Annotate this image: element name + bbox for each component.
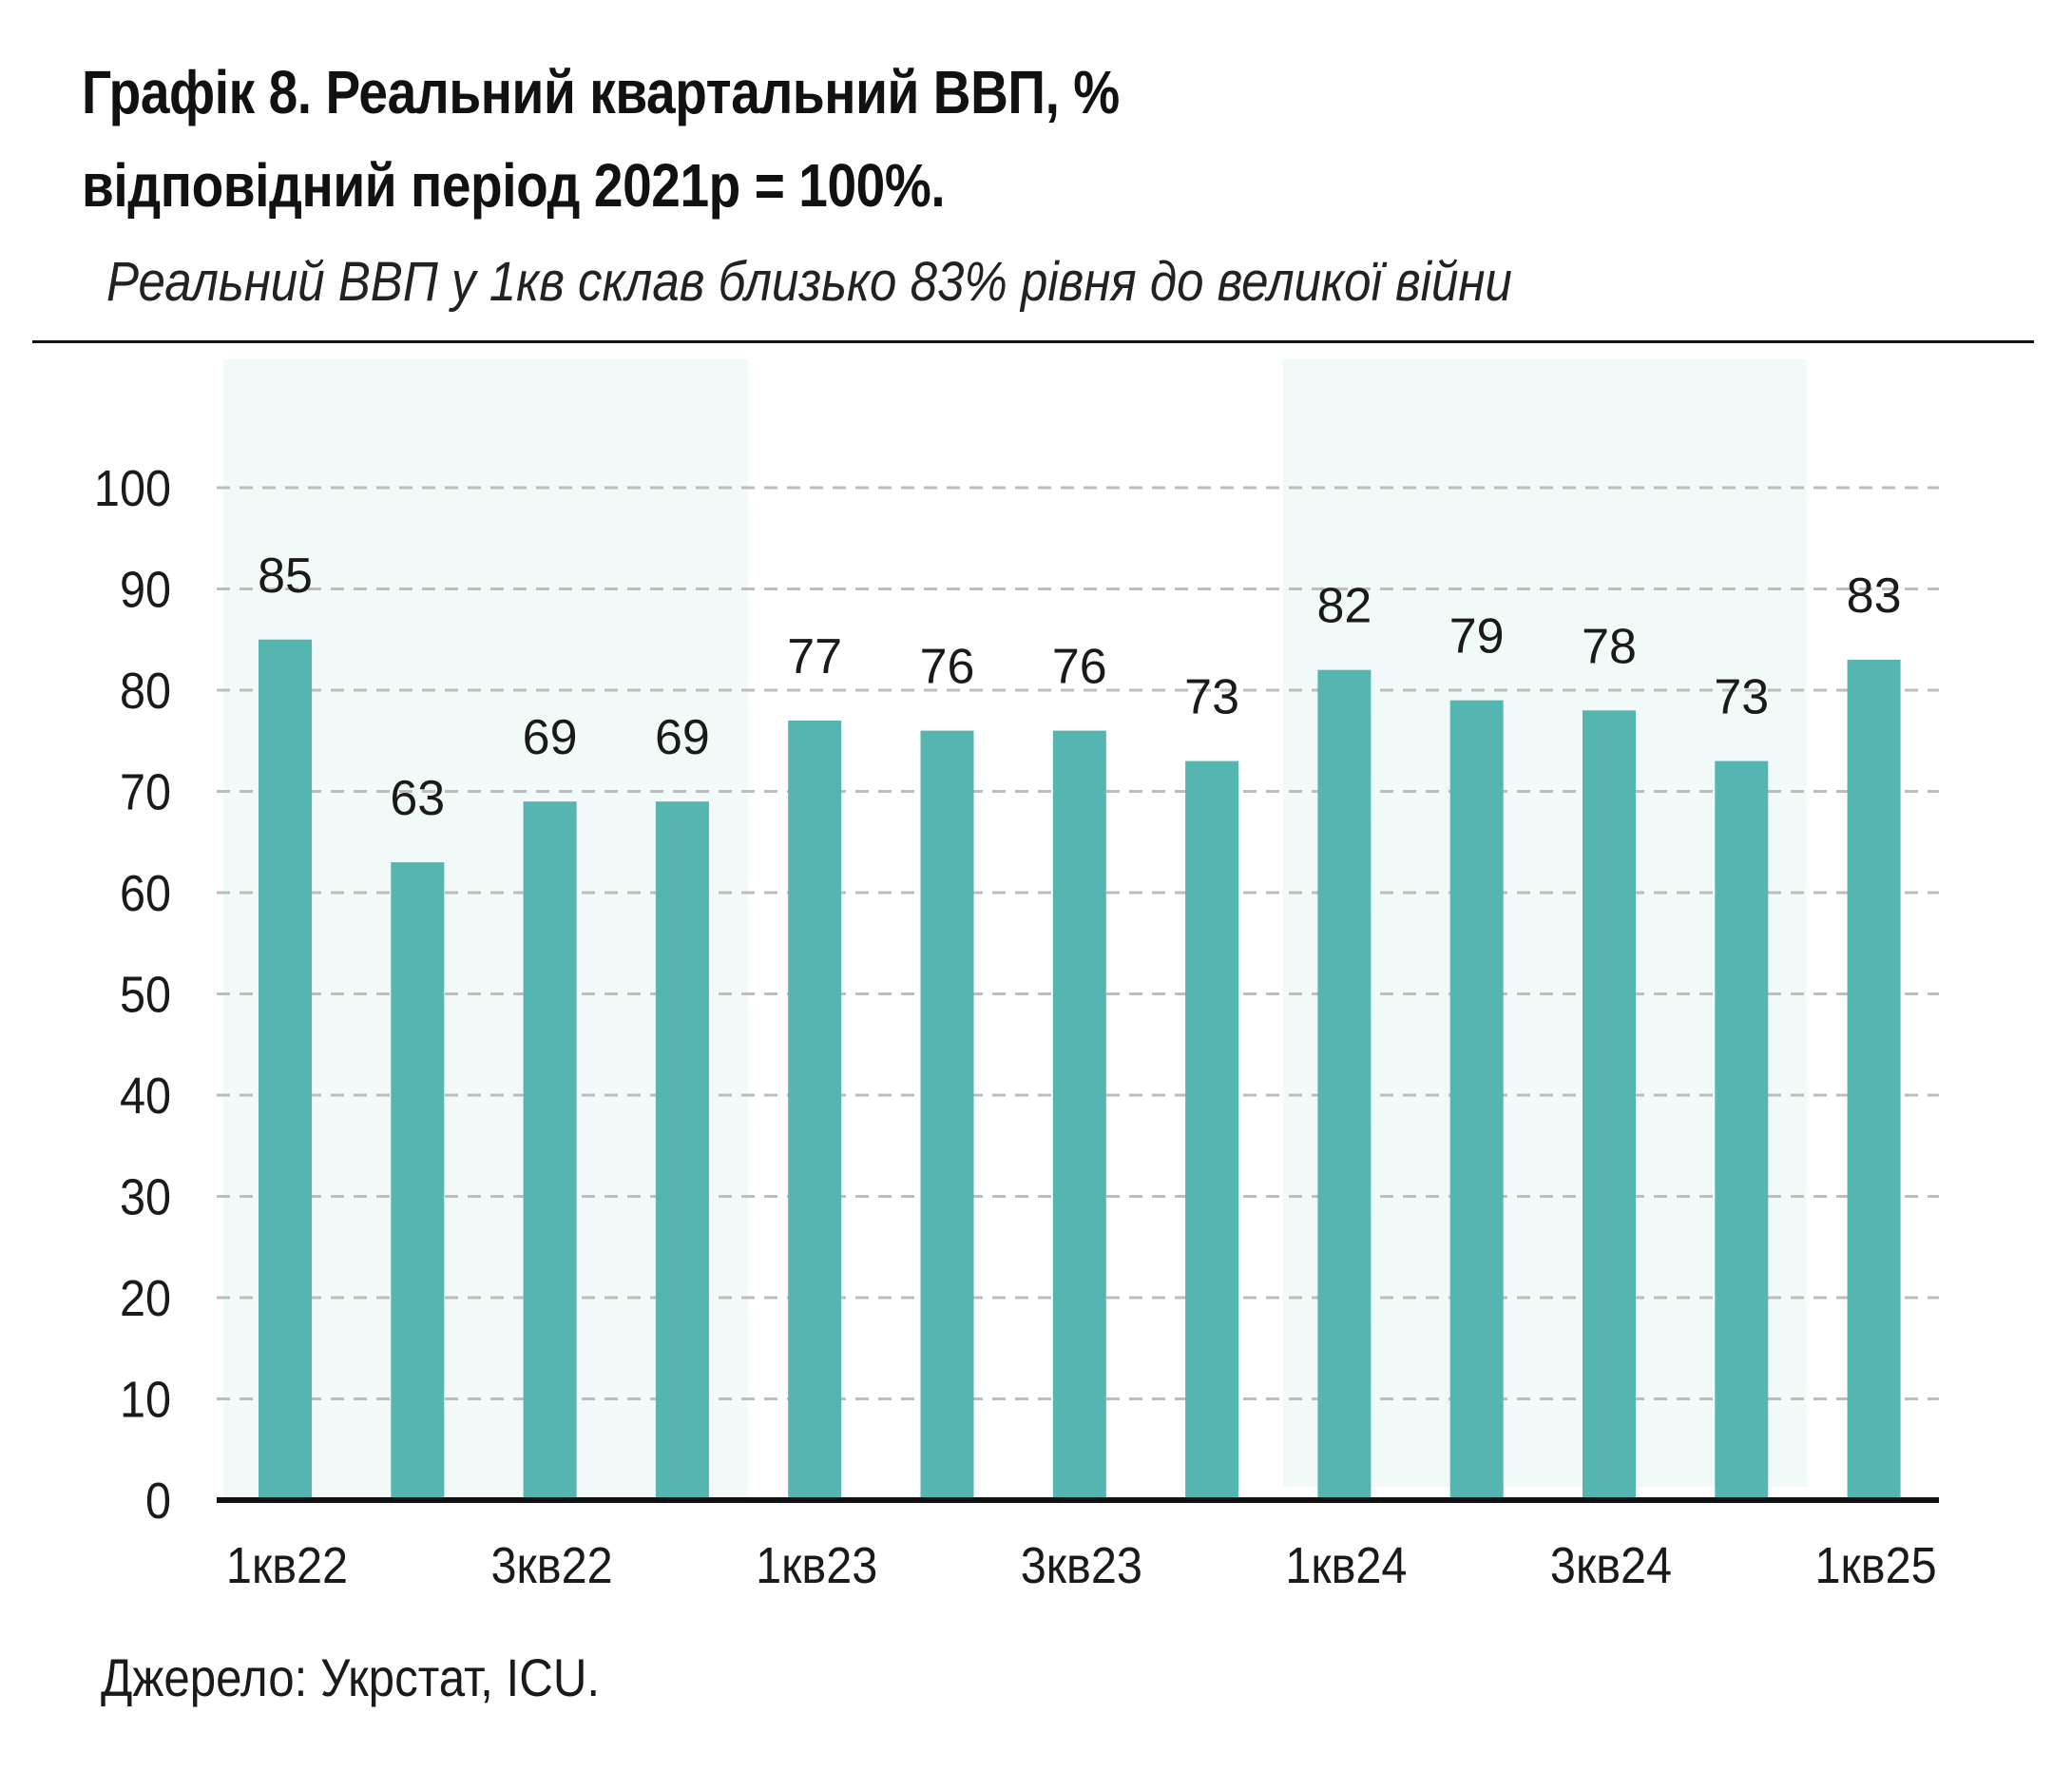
source-note: Джерело: Укрстат, ICU. <box>101 1647 601 1707</box>
x-tick-label: 3кв22 <box>491 1536 613 1594</box>
y-tick-label: 20 <box>120 1269 171 1327</box>
y-tick-label: 90 <box>120 560 171 618</box>
data-label: 73 <box>1714 670 1769 725</box>
chart-subtitle: Реальний ВВП у 1кв склав близько 83% рів… <box>106 251 1512 313</box>
y-tick-label: 80 <box>120 662 171 720</box>
y-tick-label: 40 <box>120 1067 171 1125</box>
x-tick-label: 1кв24 <box>1285 1536 1407 1594</box>
x-tick-label: 1кв25 <box>1815 1536 1937 1594</box>
y-tick-label: 100 <box>94 459 171 517</box>
bar-4кв24 <box>1715 761 1769 1500</box>
x-tick-label: 1кв22 <box>226 1536 348 1594</box>
data-label: 79 <box>1449 609 1505 664</box>
bar-2кв22 <box>391 862 445 1500</box>
data-label: 73 <box>1184 670 1239 725</box>
bar-3кв23 <box>1052 730 1106 1500</box>
bar-1кв23 <box>788 720 842 1500</box>
data-label: 76 <box>920 640 975 695</box>
data-label: 69 <box>655 710 710 765</box>
y-tick-label: 70 <box>120 762 171 820</box>
data-label: 83 <box>1847 568 1902 624</box>
bar-4кв22 <box>655 801 709 1500</box>
data-label: 85 <box>258 549 313 604</box>
bar-1кв25 <box>1847 660 1901 1500</box>
x-tick-label: 3кв23 <box>1021 1536 1142 1594</box>
x-tick-label: 1кв23 <box>756 1536 877 1594</box>
chart-title: Графік 8. Реальний квартальний ВВП, % ві… <box>82 46 1635 232</box>
data-label: 76 <box>1052 640 1107 695</box>
bar-2кв23 <box>920 730 974 1500</box>
y-tick-label: 0 <box>145 1472 171 1530</box>
bar-4кв23 <box>1185 761 1239 1500</box>
bar-3кв24 <box>1583 710 1636 1500</box>
data-label: 69 <box>523 710 578 765</box>
data-label: 78 <box>1582 619 1637 674</box>
y-tick-label: 10 <box>120 1370 171 1428</box>
chart-title-line-1: Графік 8. Реальний квартальний ВВП, % <box>82 58 1120 126</box>
data-label: 77 <box>787 629 842 684</box>
bar-1кв22 <box>259 639 312 1500</box>
chart-title-line-2: відповідний період 2021р = 100%. <box>82 151 946 220</box>
bar-1кв24 <box>1317 669 1372 1500</box>
data-label: 82 <box>1316 579 1372 634</box>
y-tick-label: 60 <box>120 864 171 922</box>
x-tick-label: 3кв24 <box>1550 1536 1672 1594</box>
bar-2кв24 <box>1449 700 1504 1500</box>
data-label: 63 <box>390 771 445 826</box>
y-tick-label: 50 <box>120 965 171 1023</box>
bar-3кв22 <box>523 801 577 1500</box>
title-divider <box>32 340 2034 343</box>
y-tick-label: 30 <box>120 1167 171 1225</box>
